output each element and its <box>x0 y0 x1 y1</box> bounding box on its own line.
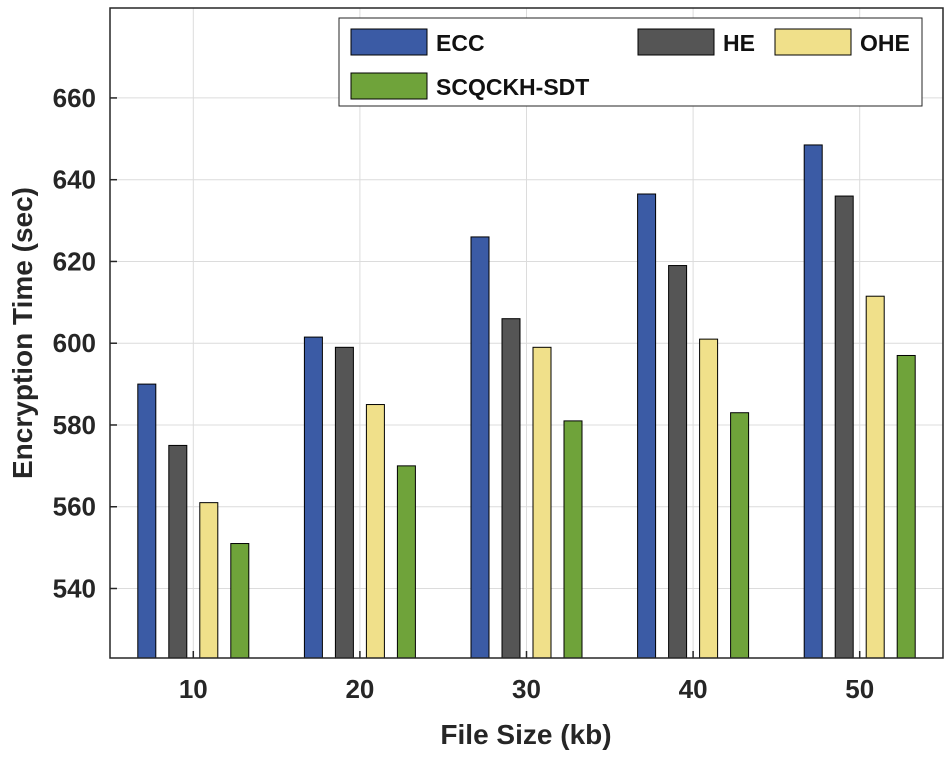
bar-scqckh-sdt-30 <box>563 420 583 659</box>
y-tick-label: 600 <box>53 328 96 358</box>
legend-swatch-he <box>637 28 715 56</box>
bar-he-50 <box>834 195 854 659</box>
x-tick-label: 20 <box>345 674 374 704</box>
bar-ecc-30 <box>470 236 490 659</box>
bar-ecc-50 <box>803 144 823 659</box>
bar-he-30 <box>501 318 521 659</box>
y-tick-label: 560 <box>53 492 96 522</box>
y-tick-label: 580 <box>53 410 96 440</box>
legend-swatch-scqckh-sdt <box>350 72 428 100</box>
legend-label-ecc: ECC <box>436 30 485 56</box>
x-axis-ticks: 10 20 30 40 50 <box>179 651 874 704</box>
legend-swatch-ecc <box>350 28 428 56</box>
x-axis-label: File Size (kb) <box>440 719 611 750</box>
bar-he-40 <box>668 265 688 659</box>
bar-scqckh-sdt-20 <box>396 465 416 659</box>
bar-ohe-50 <box>865 295 885 659</box>
y-tick-label: 640 <box>53 165 96 195</box>
bar-ecc-40 <box>637 193 657 659</box>
bar-he-20 <box>334 346 354 659</box>
bar-ohe-20 <box>365 404 385 659</box>
x-tick-label: 10 <box>179 674 208 704</box>
bar-he-10 <box>168 444 188 659</box>
y-tick-label: 620 <box>53 246 96 276</box>
legend-label-scqckh-sdt: SCQCKH-SDT <box>436 74 589 100</box>
bar-series <box>137 144 916 659</box>
bar-scqckh-sdt-40 <box>730 412 750 659</box>
bar-ohe-10 <box>199 502 219 659</box>
bar-scqckh-sdt-50 <box>896 354 916 659</box>
y-axis-ticks: 540 560 580 600 620 640 660 <box>53 83 117 604</box>
bar-ohe-40 <box>699 338 719 659</box>
bar-scqckh-sdt-10 <box>230 543 250 659</box>
legend-label-ohe: OHE <box>860 30 910 56</box>
bar-ohe-30 <box>532 346 552 659</box>
y-tick-label: 540 <box>53 574 96 604</box>
legend: ECC HE OHE SCQCKH-SDT <box>338 17 923 107</box>
legend-label-he: HE <box>723 30 755 56</box>
bar-ecc-10 <box>137 383 157 659</box>
y-axis-label: Encryption Time (sec) <box>7 187 38 479</box>
x-tick-label: 40 <box>679 674 708 704</box>
legend-swatch-ohe <box>774 28 852 56</box>
x-tick-label: 50 <box>845 674 874 704</box>
y-tick-label: 660 <box>53 83 96 113</box>
bar-ecc-20 <box>303 336 323 659</box>
grid-lines <box>110 8 943 658</box>
x-tick-label: 30 <box>512 674 541 704</box>
